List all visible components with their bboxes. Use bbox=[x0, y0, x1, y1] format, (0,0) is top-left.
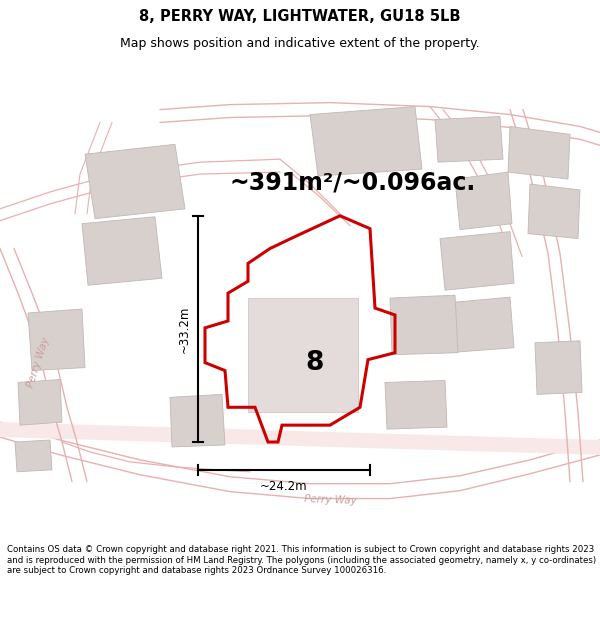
Polygon shape bbox=[508, 126, 570, 179]
Text: Perry Way: Perry Way bbox=[25, 336, 51, 389]
Polygon shape bbox=[18, 379, 62, 425]
Polygon shape bbox=[445, 297, 514, 352]
Text: ~24.2m: ~24.2m bbox=[260, 480, 308, 493]
Polygon shape bbox=[528, 184, 580, 239]
Text: 8: 8 bbox=[306, 349, 324, 376]
Polygon shape bbox=[15, 440, 52, 472]
Text: 8, PERRY WAY, LIGHTWATER, GU18 5LB: 8, PERRY WAY, LIGHTWATER, GU18 5LB bbox=[139, 9, 461, 24]
Polygon shape bbox=[248, 298, 358, 412]
Polygon shape bbox=[385, 381, 447, 429]
Text: ~33.2m: ~33.2m bbox=[178, 305, 191, 352]
Text: Perry Way: Perry Way bbox=[304, 494, 356, 506]
Polygon shape bbox=[390, 295, 458, 355]
Polygon shape bbox=[310, 107, 422, 176]
Polygon shape bbox=[435, 116, 503, 162]
Polygon shape bbox=[0, 422, 600, 455]
Polygon shape bbox=[82, 217, 162, 285]
Polygon shape bbox=[170, 394, 225, 447]
Polygon shape bbox=[85, 144, 185, 219]
Text: Map shows position and indicative extent of the property.: Map shows position and indicative extent… bbox=[120, 38, 480, 51]
Polygon shape bbox=[440, 232, 514, 290]
Polygon shape bbox=[28, 309, 85, 371]
Polygon shape bbox=[535, 341, 582, 394]
Text: Contains OS data © Crown copyright and database right 2021. This information is : Contains OS data © Crown copyright and d… bbox=[7, 546, 596, 575]
Text: ~391m²/~0.096ac.: ~391m²/~0.096ac. bbox=[230, 170, 476, 194]
Polygon shape bbox=[455, 172, 512, 229]
